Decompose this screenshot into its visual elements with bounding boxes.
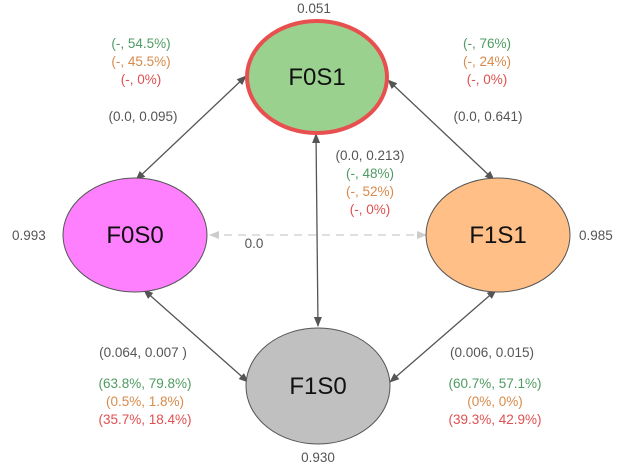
edge-f0s0-f1s0 [143,289,249,383]
edge-f0s0-f1s0-orange: (0.5%, 1.8%) [105,394,185,409]
edge-f0s1-f1s1-red: (-, 0%) [466,72,508,87]
edge-f0s0-f0s1-orange: (-, 45.5%) [111,54,171,69]
node-f1s1: F1S1 [425,177,571,293]
edge-f1s1-f1s0 [389,289,497,383]
edge-f0s1-f1s0-red: (-, 0%) [349,202,391,217]
edge-f1s1-f1s0-green: (60.7%, 57.1%) [448,376,542,391]
edge-f1s1-f1s0-orange: (0%, 0%) [467,394,523,409]
node-f1s0-value: 0.930 [301,450,335,465]
node-f1s0: F1S0 [245,327,391,445]
edge-f1s1-f1s0-red: (39.3%, 42.9%) [448,412,542,427]
edge-f0s1-f1s1 [387,79,495,181]
edge-f0s1-f1s1-green: (-, 76%) [462,36,512,51]
edge-f0s1-f1s1-breakdown: (-, 76%) (-, 24%) (-, 0%) [463,35,511,89]
node-f0s0-label: F0S0 [106,222,163,249]
node-f1s1-label: F1S1 [469,222,526,249]
node-f0s1-label: F0S1 [288,64,345,91]
edge-f0s0-f1s0-breakdown: (63.8%, 79.8%) (0.5%, 1.8%) (35.7%, 18.4… [98,375,191,429]
node-f0s1: F0S1 [245,19,389,135]
edge-f0s0-f0s1-range: (0.0, 0.095) [108,109,178,124]
node-f0s0: F0S0 [62,177,208,293]
edge-f0s1-f1s1-range: (0.0, 0.641) [453,109,523,124]
node-f0s1-value: 0.051 [297,1,331,16]
node-f1s0-label: F1S0 [289,373,346,400]
edge-f0s0-f0s1-breakdown: (-, 54.5%) (-, 45.5%) (-, 0%) [111,35,170,89]
edge-f0s0-f1s0-red: (35.7%, 18.4%) [98,412,192,427]
edge-f0s0-f1s1-range: 0.0 [244,236,264,251]
node-f1s1-value: 0.985 [579,228,613,243]
edge-f1s1-f1s0-range: (0.006, 0.015) [449,345,535,360]
edge-f0s1-f1s1-orange: (-, 24%) [462,54,512,69]
node-f0s0-value: 0.993 [12,228,46,243]
edge-f0s0-f1s0-range: (0.064, 0.007 ) [99,345,187,360]
edge-f0s0-f0s1-red: (-, 0%) [120,72,162,87]
edge-f0s0-f1s0-green: (63.8%, 79.8%) [98,376,192,391]
edge-f0s0-f0s1 [135,75,247,181]
edge-f0s0-f0s1-green: (-, 54.5%) [111,36,171,51]
edge-f0s1-f1s0-orange: (-, 52%) [345,184,395,199]
edge-f1s1-f1s0-breakdown: (60.7%, 57.1%) (0%, 0%) (39.3%, 42.9%) [448,375,541,429]
edge-f0s1-f1s0 [312,133,322,327]
edge-f0s1-f1s0-breakdown: (0.0, 0.213) (-, 48%) (-, 52%) (-, 0%) [335,147,404,219]
edge-f0s1-f1s0-green: (-, 48%) [345,166,395,181]
edge-f0s1-f1s0-range: (0.0, 0.213) [335,148,405,163]
